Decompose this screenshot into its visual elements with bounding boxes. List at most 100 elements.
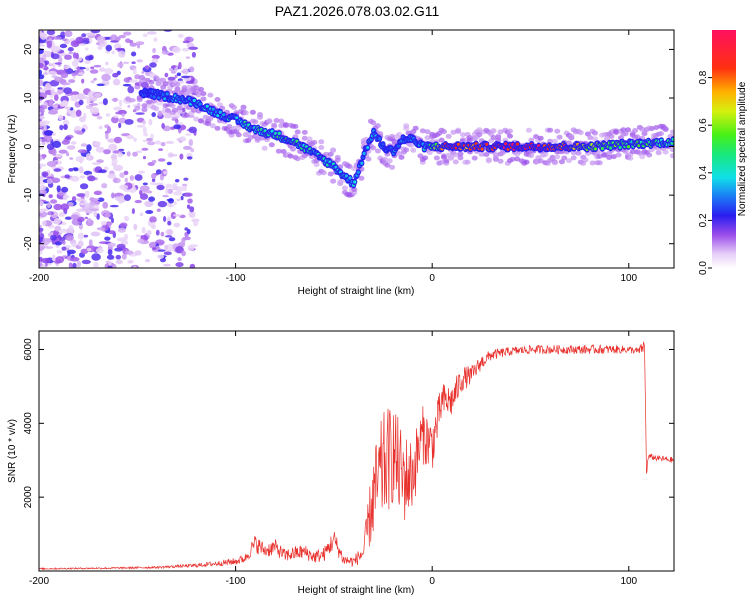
spectrogram-halo-cell xyxy=(257,112,263,117)
spectrogram-halo-cell xyxy=(483,152,490,157)
snr-panel: -200 -100 0 100 2000 4000 6000 Height of strai… xyxy=(7,330,675,596)
spectrogram-noise-cell xyxy=(72,262,77,268)
spectrogram-noise-cell xyxy=(85,32,96,37)
spectrogram-noise-cell xyxy=(118,200,123,204)
spectrogram-halo-cell xyxy=(282,123,289,129)
spectrogram-noise-cell xyxy=(79,175,86,179)
spectrogram-noise-cell xyxy=(185,56,191,59)
spectrogram-noise-cell xyxy=(115,259,123,265)
spectrogram-halo-cell xyxy=(290,146,296,152)
spectrogram-noise-cell xyxy=(46,211,52,216)
spectrogram-noise-cell xyxy=(99,67,106,72)
spectrogram-noise-cell xyxy=(103,149,111,155)
spectrogram-noise-cell xyxy=(109,204,119,208)
spectrogram-noise-cell xyxy=(52,36,62,40)
spectrogram-noise-cell xyxy=(142,156,147,160)
spectrogram-halo-cell xyxy=(639,154,646,160)
spectrogram-noise-cell xyxy=(154,140,161,145)
spectrogram-noise-cell xyxy=(149,216,157,223)
spectrogram-noise-cell xyxy=(77,72,85,75)
spectrogram-halo-cell xyxy=(141,103,148,109)
spectrogram-halo-cell xyxy=(384,162,391,168)
spectrogram-halo-cell xyxy=(448,154,455,160)
spectrogram-noise-cell xyxy=(58,56,63,64)
spectrogram-halo-cell xyxy=(596,153,603,159)
spectrogram-noise-cell xyxy=(108,260,112,266)
snr-ticks: -200 -100 0 100 2000 4000 6000 xyxy=(23,331,674,587)
spectrogram-noise-cell xyxy=(111,158,118,165)
spectrogram-halo-cell xyxy=(639,126,646,132)
spectrogram-halo-cell xyxy=(426,150,433,156)
spectrogram-noise-cell xyxy=(112,78,121,86)
spectrogram-noise-cell xyxy=(117,152,124,158)
spectrogram-noise-cell xyxy=(80,143,88,147)
spectrogram-halo-cell xyxy=(146,99,153,105)
spectrogram-noise-cell xyxy=(127,98,136,103)
spectrogram-halo-cell xyxy=(625,127,631,133)
spectrogram-noise-cell xyxy=(70,40,80,48)
spectrogram-noise-cell xyxy=(184,192,193,197)
spectrogram-halo-cell xyxy=(438,137,445,143)
spectrogram-noise-cell xyxy=(123,170,129,176)
spectrogram-noise-cell xyxy=(110,40,119,43)
spectrogram-noise-cell xyxy=(68,109,77,116)
spectrogram-ridge-core xyxy=(396,144,400,148)
spectrogram-halo-cell xyxy=(330,178,337,184)
spectrogram-noise-cell xyxy=(91,253,101,261)
spectrogram-noise-cell xyxy=(93,64,102,68)
spectrogram-noise-cell xyxy=(187,198,193,204)
spectrogram-noise-cell xyxy=(98,125,103,130)
spectrogram-halo-cell xyxy=(396,132,403,137)
spectrogram-halo-cell xyxy=(214,97,221,102)
spectrogram-noise-cell xyxy=(119,172,125,178)
spectrogram-halo-cell xyxy=(471,155,478,161)
spectrogram-halo-cell xyxy=(422,155,429,161)
spectrogram-noise-cell xyxy=(80,248,89,254)
spectrogram-noise-cell xyxy=(54,225,62,232)
spectrogram-noise-cell xyxy=(132,151,138,157)
spectrogram-noise-cell xyxy=(50,177,61,184)
spectrogram-noise-cell xyxy=(107,242,116,248)
spectrogram-halo-cell xyxy=(396,151,403,157)
spectrogram-halo-cell xyxy=(476,127,483,133)
spectrogram-ridge-core xyxy=(381,142,385,146)
spectrogram-halo-cell xyxy=(198,86,204,92)
spectrogram-noise-cell xyxy=(107,173,116,179)
spectrogram-halo-cell xyxy=(570,155,577,161)
spectrogram-noise-cell xyxy=(67,47,74,52)
spectrogram-noise-cell xyxy=(182,107,186,113)
spectrogram-noise-cell xyxy=(122,61,130,64)
spectrogram-halo-cell xyxy=(551,138,558,144)
spectrogram-noise-cell xyxy=(48,99,54,107)
spectrogram-noise-cell xyxy=(87,217,92,224)
spectrogram-halo-cell xyxy=(497,158,504,164)
spectrogram-noise-cell xyxy=(179,136,186,141)
spectrogram-ridge-core xyxy=(165,92,169,96)
spectrogram-halo-cell xyxy=(195,92,202,98)
spectrogram-halo-cell xyxy=(165,108,171,113)
spectrogram-noise-cell xyxy=(63,65,70,70)
spectrogram-halo-cell xyxy=(507,128,513,134)
spectrogram-halo-cell xyxy=(389,133,396,139)
spectrogram-noise-cell xyxy=(60,31,66,38)
spectrogram-noise-cell xyxy=(62,240,66,245)
spectrogram-halo-cell xyxy=(247,135,254,140)
spectrogram-noise-cell xyxy=(46,40,53,48)
spectrogram-noise-cell xyxy=(46,30,56,36)
spectrogram-noise-cell xyxy=(65,234,74,241)
spectrogram-noise-cell xyxy=(136,59,143,63)
spectrogram-noise-cell xyxy=(150,133,154,139)
spectrogram-halo-cell xyxy=(438,159,445,165)
spectrogram-noise-cell xyxy=(85,153,92,160)
spectrogram-halo-cell xyxy=(592,130,598,136)
spectrogram-y-tick-label: 10 xyxy=(23,92,34,104)
spectrogram-halo-cell xyxy=(613,128,620,134)
spectrogram-noise-cell xyxy=(79,183,89,190)
spectrogram-noise-cell xyxy=(104,236,111,241)
spectrogram-halo-cell xyxy=(641,131,648,137)
spectrogram-halo-cell xyxy=(577,130,584,136)
spectrogram-noise-cell xyxy=(90,30,101,34)
spectrogram-noise-cell xyxy=(175,262,184,268)
spectrogram-noise-cell xyxy=(127,85,135,94)
spectrogram-noise-cell xyxy=(69,256,80,262)
